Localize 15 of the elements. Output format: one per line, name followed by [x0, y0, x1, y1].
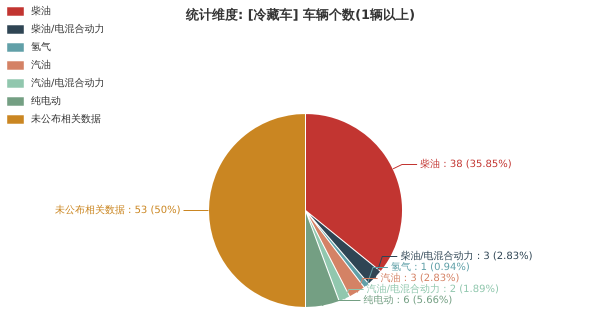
data-label: 纯电动 : 6 (5.66%)	[364, 294, 452, 306]
legend-label: 汽油	[31, 58, 51, 72]
chart-title: 统计维度: [冷藏车] 车辆个数(1辆以上)	[184, 7, 416, 23]
legend-label: 柴油	[31, 4, 51, 18]
data-label: 氢气 : 1 (0.94%)	[390, 261, 470, 273]
legend-label: 柴油/电混合动力	[31, 22, 104, 36]
legend-label: 未公布相关数据	[31, 112, 101, 126]
data-label: 汽油/电混合动力 : 2 (1.89%)	[366, 283, 499, 295]
data-label: 未公布相关数据 : 53 (50%)	[54, 204, 181, 216]
data-label: 柴油/电混合动力 : 3 (2.83%)	[400, 250, 533, 262]
data-label: 柴油 : 38 (35.85%)	[420, 158, 512, 170]
legend-label: 纯电动	[31, 94, 61, 108]
data-label: 汽油 : 3 (2.83%)	[380, 272, 460, 284]
legend-label: 汽油/电混合动力	[31, 76, 104, 90]
legend-label: 氢气	[31, 41, 51, 54]
